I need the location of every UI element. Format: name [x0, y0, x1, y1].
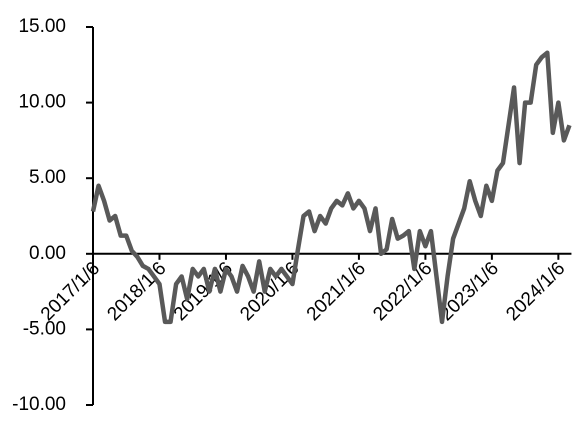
- y-tick-label: 5.00: [29, 167, 66, 188]
- y-tick-label: -5.00: [23, 318, 66, 339]
- x-tick-label: 2017/1/6: [37, 258, 104, 325]
- y-tick-label: 15.00: [18, 16, 66, 37]
- x-tick-label: 2024/1/6: [502, 258, 569, 325]
- x-tick-label: 2021/1/6: [303, 258, 370, 325]
- y-tick-label: -10.00: [12, 394, 66, 415]
- y-tick-label: 0.00: [29, 243, 66, 264]
- data-line: [90, 50, 572, 325]
- x-tick-label: 2022/1/6: [369, 258, 436, 325]
- y-tick-label: 10.00: [18, 92, 66, 113]
